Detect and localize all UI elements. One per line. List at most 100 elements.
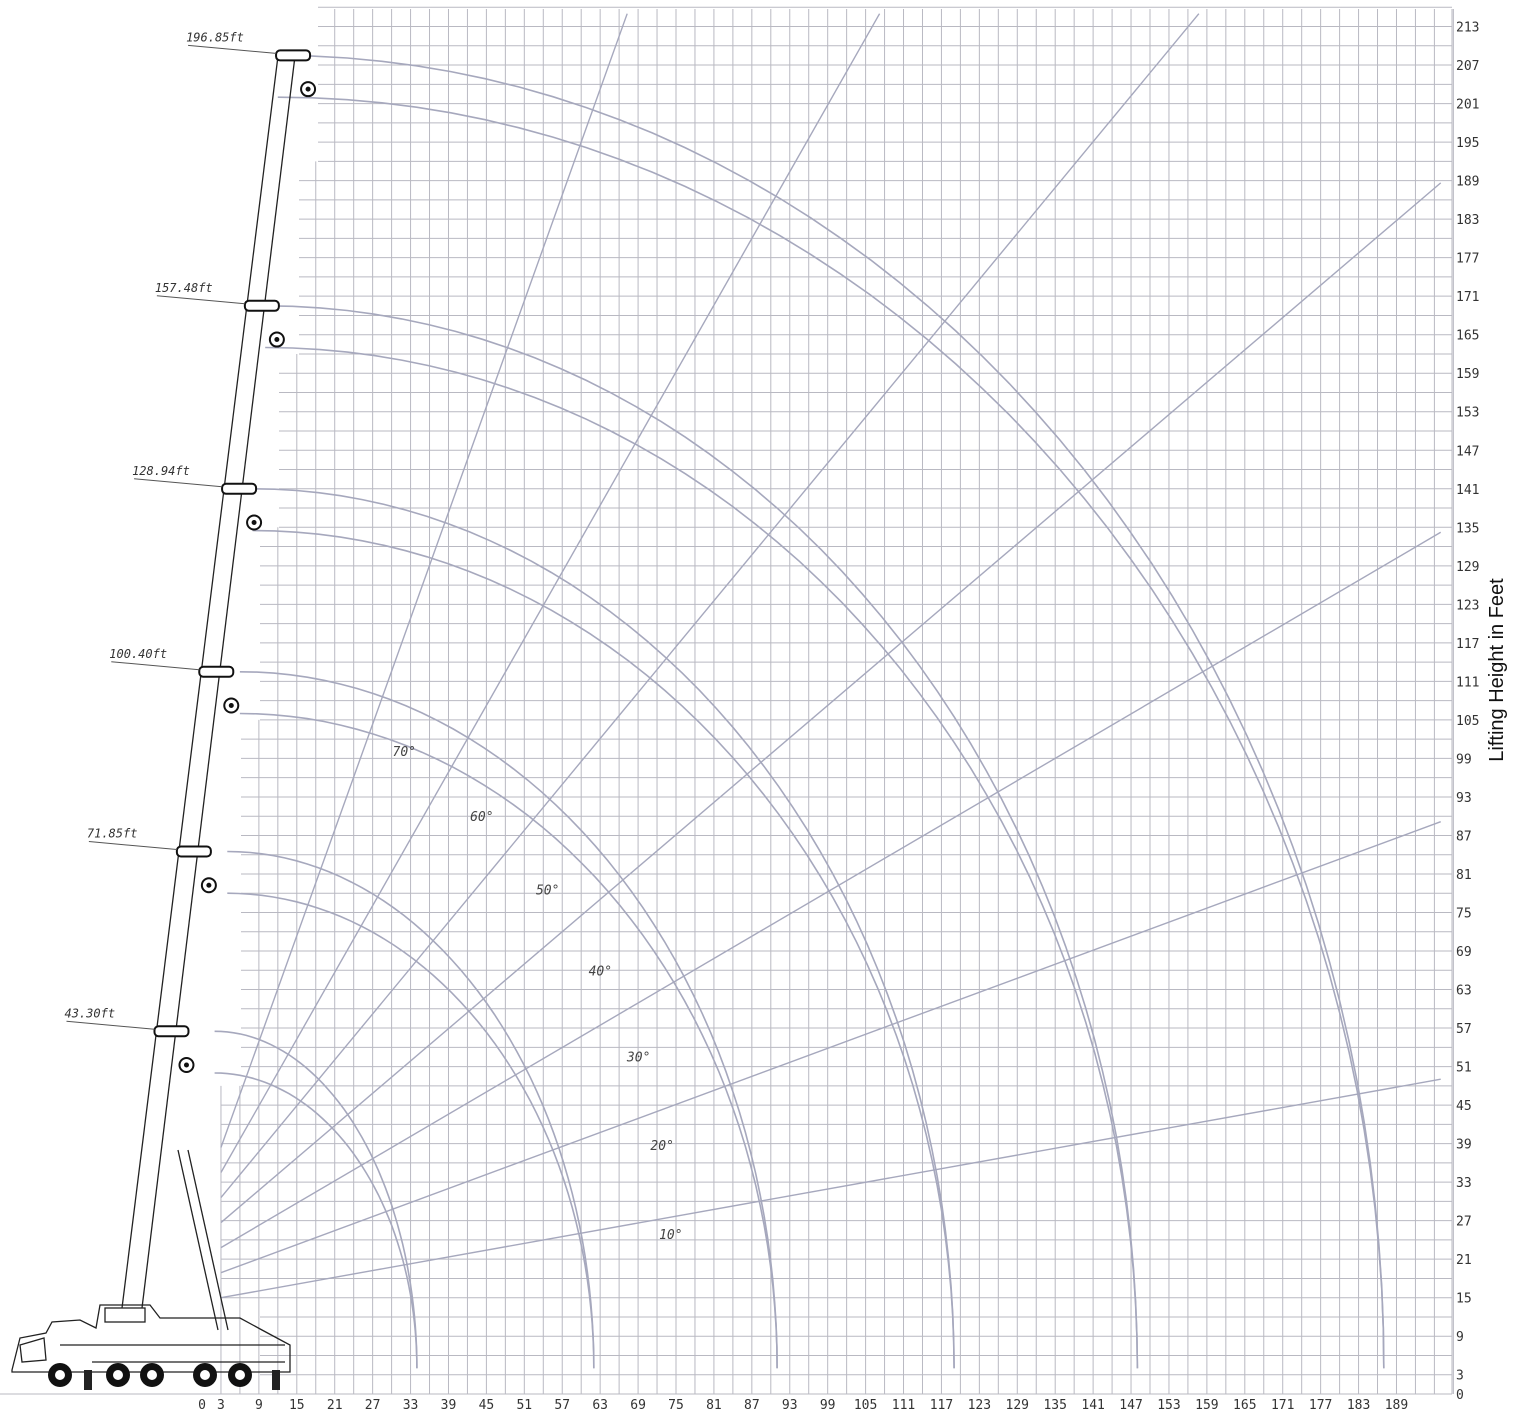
hook-radius-curve <box>265 346 1139 1369</box>
x-tick-label: 39 <box>441 1398 457 1413</box>
x-tick-label: 93 <box>782 1398 798 1413</box>
x-tick-label: 21 <box>327 1398 343 1413</box>
y-tick-label: 123 <box>1456 598 1479 613</box>
boom-length-leader <box>88 841 177 851</box>
y-tick-label: 165 <box>1456 329 1479 344</box>
hook-radius-curve <box>277 96 1385 1369</box>
x-tick-label: 129 <box>1006 1398 1029 1413</box>
angle-label: 30° <box>626 1050 650 1065</box>
boom-head-sheave <box>198 665 235 678</box>
angle-line <box>220 531 1442 1249</box>
boom-length-label: 43.30ft <box>64 1006 115 1020</box>
y-tick-label: 21 <box>1456 1253 1472 1268</box>
boom-length-leader <box>111 661 200 671</box>
hook-radius-curve <box>214 1072 418 1369</box>
boom-length-leader <box>66 1020 155 1030</box>
angle-label: 70° <box>393 745 416 760</box>
y-tick-label: 15 <box>1456 1292 1472 1307</box>
boom-head-sheave <box>153 1025 190 1038</box>
hook-block-pin <box>305 86 311 92</box>
hook-radius-curve <box>227 892 595 1369</box>
y-axis-ticks: 0391521273339455157636975818793991051111… <box>1456 21 1479 1403</box>
y-tick-label: 0 <box>1456 1388 1464 1403</box>
x-tick-label: 111 <box>892 1398 915 1413</box>
hook-block-pin <box>206 882 212 888</box>
luffing-cylinder <box>177 1149 219 1331</box>
x-tick-label: 165 <box>1233 1398 1256 1413</box>
boom-length-leader <box>156 295 245 305</box>
y-tick-label: 45 <box>1456 1099 1472 1114</box>
y-tick-label: 75 <box>1456 907 1472 922</box>
boom-outline-right <box>141 55 296 1309</box>
angle-line <box>220 821 1441 1274</box>
hook-block-pin <box>274 337 280 343</box>
x-tick-label: 87 <box>744 1398 760 1413</box>
luffing-cylinder <box>187 1149 229 1331</box>
y-tick-label: 9 <box>1456 1330 1464 1345</box>
boom-length-label: 196.85ft <box>186 30 244 44</box>
y-tick-label: 69 <box>1456 945 1472 960</box>
y-tick-label: 51 <box>1456 1061 1472 1076</box>
angle-label: 20° <box>650 1139 673 1154</box>
angle-label: 50° <box>536 884 559 899</box>
boom-length-label: 128.94ft <box>132 464 190 478</box>
y-tick-label: 99 <box>1456 752 1472 767</box>
y-tick-label: 135 <box>1456 521 1479 536</box>
chart-grid <box>0 6 1454 1395</box>
y-tick-label: 129 <box>1456 560 1479 575</box>
x-tick-label: 63 <box>592 1398 608 1413</box>
boom-head-sheave <box>275 49 312 62</box>
y-tick-label: 87 <box>1456 829 1472 844</box>
boom-length-leader <box>188 44 277 54</box>
x-axis-ticks: 0 3 9 15 21 27 33 39 45 51 57 63 69 75 81 87 93 99 105 111 1… <box>198 1398 1408 1413</box>
x-tick-label: 135 <box>1043 1398 1066 1413</box>
angle-line <box>220 13 628 1148</box>
x-tick-label: 177 <box>1309 1398 1332 1413</box>
y-tick-label: 105 <box>1456 714 1479 729</box>
angle-line <box>220 182 1442 1224</box>
x-tick-label: 153 <box>1157 1398 1180 1413</box>
y-tick-label: 183 <box>1456 213 1479 228</box>
hook-radius-curve <box>239 712 778 1369</box>
y-axis-label: Lifting Height in Feet <box>1486 578 1508 762</box>
x-tick-label: 0 <box>198 1398 206 1413</box>
boom-length-label: 157.48ft <box>155 281 213 295</box>
y-tick-label: 147 <box>1456 444 1479 459</box>
y-tick-label: 201 <box>1456 98 1479 113</box>
y-tick-label: 153 <box>1456 406 1479 421</box>
y-tick-label: 57 <box>1456 1022 1472 1037</box>
x-tick-label: 15 <box>289 1398 305 1413</box>
y-tick-label: 117 <box>1456 637 1479 652</box>
x-tick-label: 189 <box>1385 1398 1408 1413</box>
y-tick-label: 159 <box>1456 367 1479 382</box>
boom-length-leader <box>134 478 223 488</box>
x-tick-label: 105 <box>854 1398 877 1413</box>
angle-line <box>220 13 881 1173</box>
y-tick-label: 33 <box>1456 1176 1472 1191</box>
x-tick-label: 33 <box>403 1398 419 1413</box>
x-tick-label: 3 <box>217 1398 225 1413</box>
x-tick-label: 75 <box>668 1398 684 1413</box>
y-tick-label: 171 <box>1456 290 1479 305</box>
boom-tip-radius-curve <box>252 488 955 1369</box>
crane-illustration: 43.30ft 71.85ft 100.40ft 128.94ft 157.48ft 19… <box>11 30 317 1390</box>
y-tick-label: 111 <box>1456 675 1479 690</box>
y-tick-label: 213 <box>1456 21 1479 36</box>
hook-block-pin <box>251 520 257 526</box>
boom-tip-radius-curve <box>265 305 1139 1369</box>
y-tick-label: 195 <box>1456 136 1479 151</box>
y-tick-label: 93 <box>1456 791 1472 806</box>
boom-length-label: 71.85ft <box>87 827 138 841</box>
boom-tip-radius-curve <box>277 54 1385 1369</box>
hook-block-pin <box>228 702 234 708</box>
boom-length-label: 100.40ft <box>109 647 167 661</box>
angle-label: 60° <box>470 810 493 825</box>
x-tick-label: 69 <box>630 1398 646 1413</box>
x-tick-label: 27 <box>365 1398 381 1413</box>
y-tick-label: 177 <box>1456 252 1479 267</box>
x-tick-label: 171 <box>1271 1398 1294 1413</box>
boom-head-sheave <box>243 299 280 312</box>
y-tick-label: 63 <box>1456 984 1472 999</box>
x-tick-label: 51 <box>516 1398 532 1413</box>
